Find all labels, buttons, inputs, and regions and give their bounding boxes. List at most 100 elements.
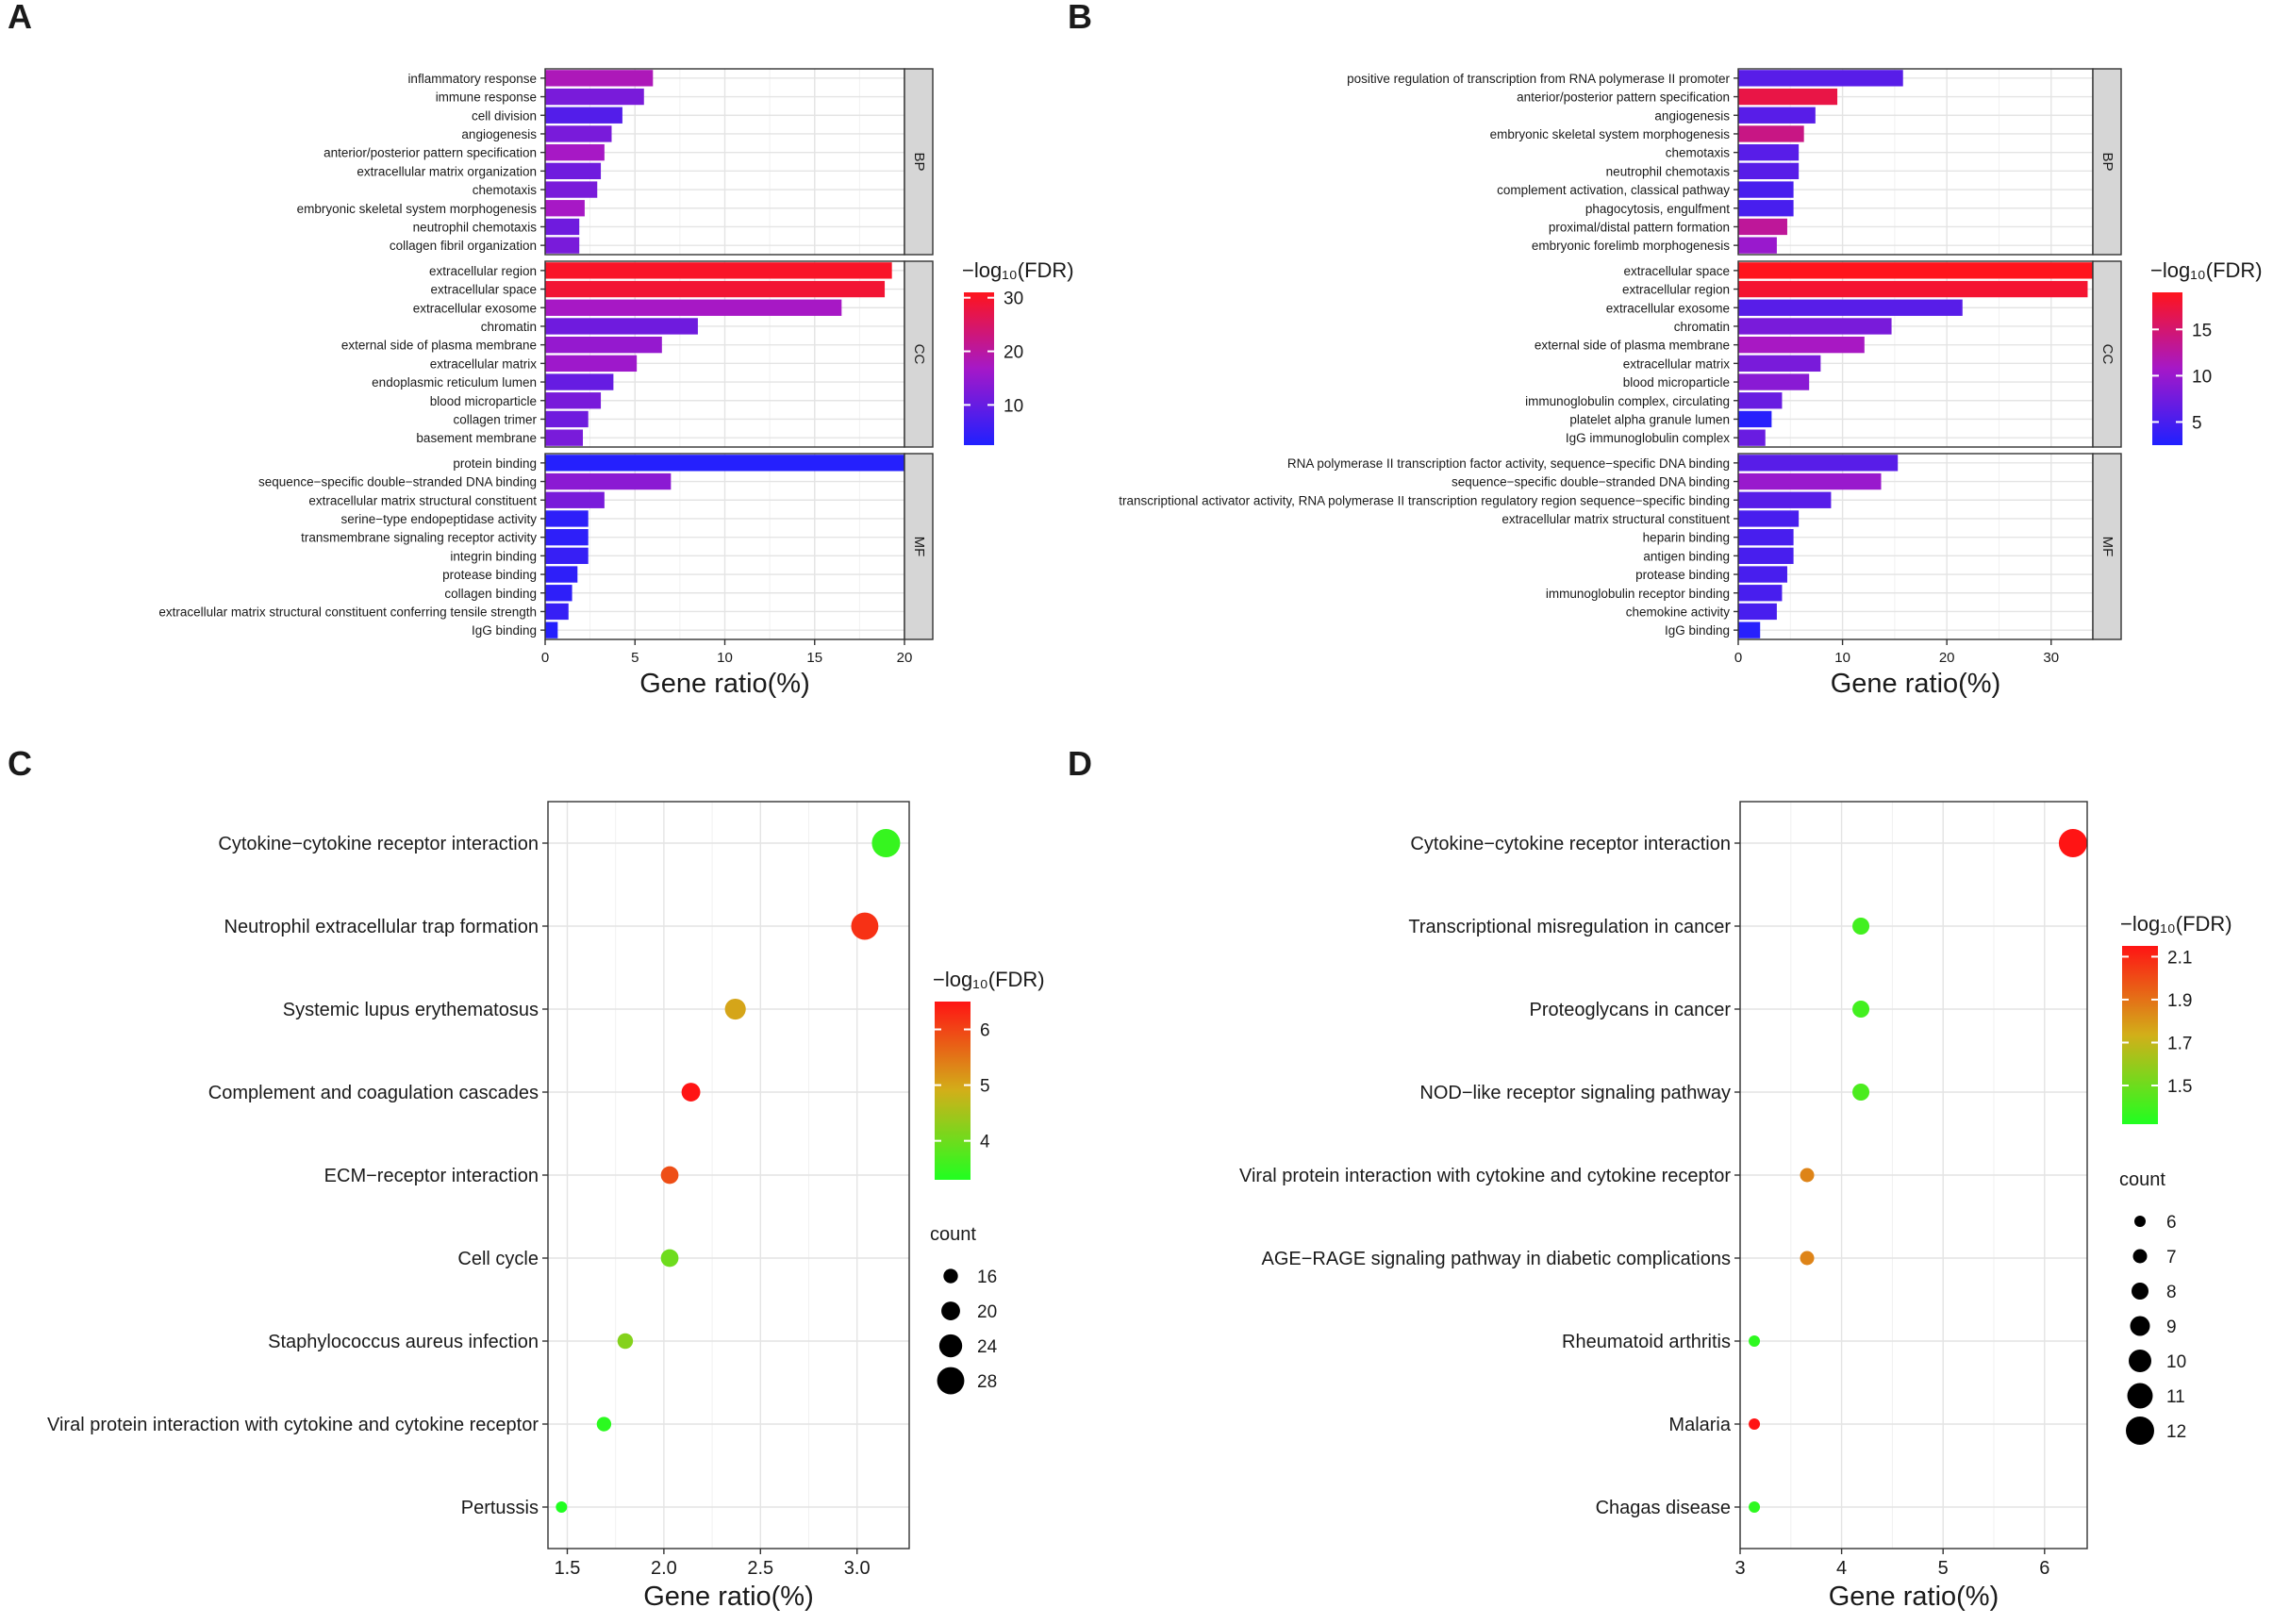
term-label: chemotaxis <box>473 183 538 197</box>
size-legend-label: 9 <box>2166 1317 2177 1337</box>
term-label: Transcriptional misregulation in cancer <box>1408 917 1731 937</box>
term-label: collagen fibril organization <box>390 239 537 253</box>
bar <box>1738 491 1832 508</box>
data-point <box>1800 1251 1815 1266</box>
size-legend-dot <box>2127 1383 2153 1409</box>
bar <box>545 336 662 354</box>
plot-border <box>1739 801 2088 1549</box>
bar <box>545 237 580 254</box>
facet-bp: inflammatory response immune response cell… <box>297 68 934 256</box>
x-tick-label: 0 <box>541 650 549 666</box>
bar <box>1738 355 1821 373</box>
bar <box>1738 528 1794 546</box>
term-label: protease binding <box>442 568 537 582</box>
term-label: IgG binding <box>472 623 537 638</box>
term-label: external side of plasma membrane <box>341 339 537 353</box>
bar <box>545 218 580 236</box>
size-legend-label: 8 <box>2166 1283 2177 1302</box>
colorbar <box>935 1002 971 1180</box>
term-label: Pertussis <box>461 1498 539 1518</box>
term-label: Chagas disease <box>1596 1498 1731 1518</box>
term-label: embryonic forelimb morphogenesis <box>1532 239 1730 253</box>
term-label: chemotaxis <box>1666 146 1731 160</box>
colorbar-tick-label: 2.1 <box>2167 948 2192 968</box>
x-tick-label: 3 <box>1734 1558 1745 1579</box>
size-legend-dot <box>2130 1316 2150 1336</box>
bar <box>545 455 904 472</box>
term-label: extracellular region <box>429 264 537 278</box>
colorbar <box>964 292 994 445</box>
term-label: immune response <box>436 91 537 105</box>
term-label: extracellular space <box>1623 264 1730 278</box>
x-axis-title: Gene ratio(%) <box>639 669 810 699</box>
panel-a: A inflammatory response immune response ce… <box>8 0 1074 699</box>
term-label: IgG immunoglobulin complex <box>1566 431 1730 445</box>
bar <box>1738 392 1783 409</box>
facet-strip-label: BP <box>2099 152 2115 171</box>
plot-border <box>547 801 910 1549</box>
term-label: angiogenesis <box>1654 108 1730 123</box>
size-legend-label: 28 <box>977 1372 997 1392</box>
term-label: IgG binding <box>1665 623 1730 638</box>
bar <box>545 70 654 87</box>
colorbar-tick-label: 1.9 <box>2167 991 2192 1011</box>
data-point <box>556 1501 568 1513</box>
bar <box>545 318 698 335</box>
bar <box>1738 336 1865 354</box>
facet-strip <box>2092 260 2122 448</box>
bar <box>1738 125 1804 142</box>
size-legend-label: 16 <box>977 1268 997 1287</box>
bar <box>1738 280 2088 298</box>
term-label: embryonic skeletal system morphogenesis <box>297 202 538 216</box>
bar <box>1738 237 1777 254</box>
size-legend-dot <box>2134 1216 2146 1227</box>
panel-b: B positive regulation of transcription f… <box>1068 0 2263 699</box>
term-label: cell division <box>472 108 537 123</box>
data-point <box>1749 1335 1761 1347</box>
colorbar-title: −log₁₀(FDR) <box>2120 912 2232 936</box>
bar <box>545 162 602 180</box>
term-label: extracellular matrix <box>1623 356 1731 371</box>
facet-strip <box>904 453 934 640</box>
term-label: Systemic lupus erythematosus <box>283 1000 539 1020</box>
term-label: angiogenesis <box>461 127 537 141</box>
x-tick-label: 20 <box>897 650 913 666</box>
size-legend-title: count <box>2119 1169 2165 1190</box>
x-tick-label: 10 <box>1834 650 1850 666</box>
colorbar-tick-label: 5 <box>2192 413 2202 433</box>
data-point <box>617 1333 634 1350</box>
bar <box>545 125 612 142</box>
term-label: anterior/posterior pattern specification <box>1517 91 1730 105</box>
facet-cc: extracellular region extracellular space e… <box>341 260 934 448</box>
colorbar-tick-label: 20 <box>1004 343 1023 363</box>
size-legend-dot <box>2132 1249 2148 1264</box>
term-label: phagocytosis, engulfment <box>1585 202 1730 216</box>
term-label: ECM−receptor interaction <box>324 1166 539 1186</box>
x-tick-label: 30 <box>2043 650 2059 666</box>
data-point <box>1749 1418 1761 1430</box>
panel-c: C Cytokine−cytokine receptor interaction… <box>8 744 1045 1612</box>
term-label: extracellular region <box>1622 283 1730 297</box>
bar <box>1738 200 1794 217</box>
data-point <box>2058 829 2087 857</box>
term-label: extracellular matrix organization <box>357 164 537 178</box>
x-tick-label: 15 <box>806 650 822 666</box>
bar <box>1738 547 1794 565</box>
x-tick-label: 10 <box>717 650 733 666</box>
term-label: Cytokine−cytokine receptor interaction <box>1410 834 1731 854</box>
term-label: integrin binding <box>450 549 537 563</box>
bar <box>1738 318 1892 335</box>
bar <box>1738 510 1800 527</box>
colorbar-tick-label: 1.5 <box>2167 1077 2192 1097</box>
bar <box>545 410 589 428</box>
colorbar-tick-label: 15 <box>2192 321 2212 340</box>
bar <box>545 373 614 390</box>
bar <box>545 299 842 316</box>
colorbar <box>2122 946 2158 1124</box>
bar <box>545 472 672 490</box>
term-label: extracellular exosome <box>413 301 537 315</box>
size-legend-title: count <box>930 1224 976 1245</box>
panel-a-label: A <box>8 0 32 36</box>
term-label: endoplasmic reticulum lumen <box>372 375 537 389</box>
